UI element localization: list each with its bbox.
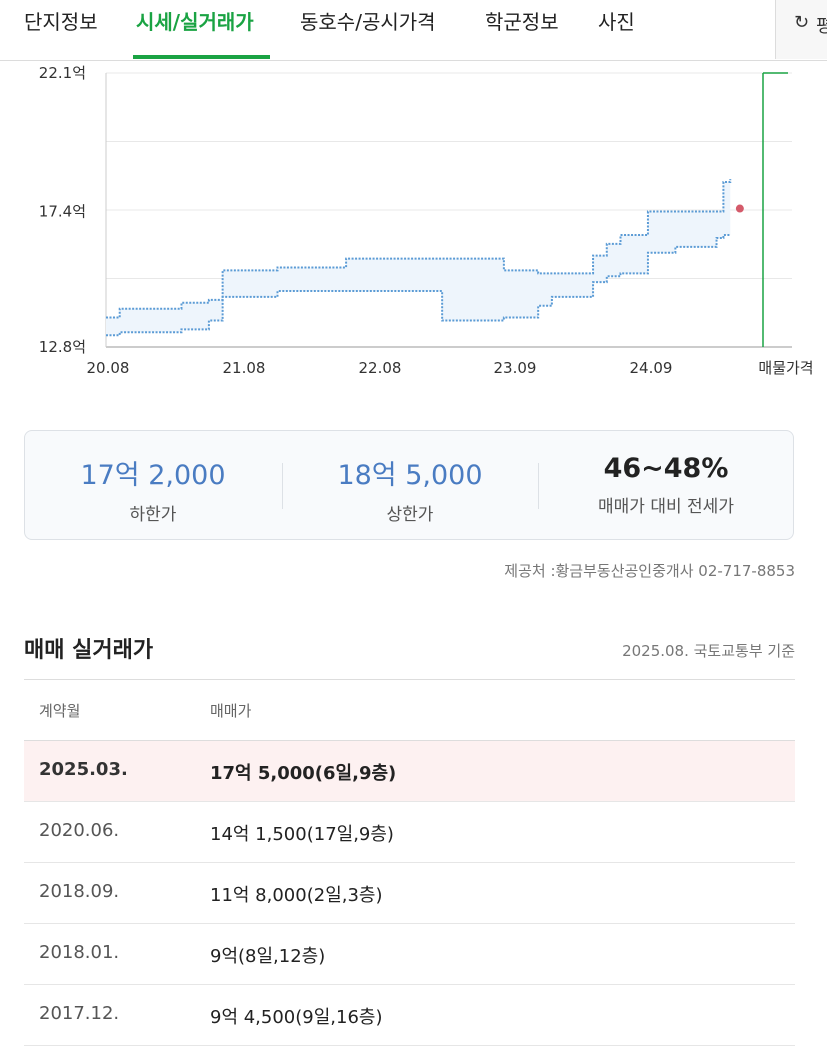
price-range-band: [106, 179, 731, 336]
jeonse-ratio-label: 매매가 대비 전세가: [598, 497, 734, 517]
row-month: 2018.01.: [39, 942, 120, 963]
listing-price-label: 매물가격: [758, 359, 813, 377]
transaction-table: 계약월 매매가 2025.03. 17억 5,000(6일,9층) 2020.0…: [24, 679, 795, 1046]
row-month: 2025.03.: [39, 759, 128, 780]
row-month: 2017.12.: [39, 1003, 120, 1024]
refresh-icon: ↻: [794, 12, 810, 33]
table-row[interactable]: 2020.06. 14억 1,500(17일,9층): [24, 802, 795, 863]
tab-photos[interactable]: 사진: [598, 10, 635, 34]
section-note: 2025.08. 국토교통부 기준: [622, 642, 795, 660]
tab-price[interactable]: 시세/실거래가: [136, 10, 254, 34]
jeonse-ratio-value: 46~48%: [603, 453, 729, 484]
area-unit-label: 평: [816, 16, 827, 37]
row-price: 17억 5,000(6일,9층): [210, 763, 397, 784]
x-tick-label: 21.08: [223, 359, 266, 377]
x-tick-label: 20.08: [87, 359, 130, 377]
row-price: 9억 4,500(9일,16층): [210, 1007, 383, 1028]
active-tab-indicator: [133, 55, 270, 59]
tab-school[interactable]: 학군정보: [485, 10, 559, 34]
table-row[interactable]: 2018.09. 11억 8,000(2일,3층): [24, 863, 795, 924]
x-tick-label: 24.09: [630, 359, 673, 377]
x-tick-label: 23.09: [494, 359, 537, 377]
header-month: 계약월: [39, 702, 81, 720]
tab-unit-price[interactable]: 동호수/공시가격: [300, 10, 436, 34]
transaction-point[interactable]: [735, 204, 744, 213]
y-tick-label: 22.1억: [39, 64, 86, 82]
row-price: 9억(8일,12층): [210, 946, 326, 967]
lower-price-line: [106, 234, 731, 337]
table-row[interactable]: 2018.01. 9억(8일,12층): [24, 924, 795, 985]
y-tick-label: 17.4억: [39, 202, 86, 220]
high-price-label: 상한가: [386, 505, 434, 525]
table-row[interactable]: 2025.03. 17억 5,000(6일,9층): [24, 741, 795, 802]
area-toggle-button[interactable]: ↻ 평: [775, 0, 827, 59]
row-month: 2020.06.: [39, 820, 120, 841]
tab-bar: 단지정보 시세/실거래가 동호수/공시가격 학군정보 사진 ↻ 평: [0, 0, 827, 61]
x-tick-label: 22.08: [359, 359, 402, 377]
price-summary-box: 17억 2,000 하한가 18억 5,000 상한가 46~48% 매매가 대…: [24, 430, 794, 540]
y-tick-label: 12.8억: [39, 338, 86, 356]
divider: [538, 463, 539, 509]
section-title: 매매 실거래가: [24, 638, 154, 663]
upper-price-line: [106, 179, 732, 319]
row-price: 14억 1,500(17일,9층): [210, 824, 394, 845]
header-price: 매매가: [210, 702, 252, 720]
jeonse-ratio-stat: 46~48% 매매가 대비 전세가: [538, 453, 794, 517]
low-price-label: 하한가: [129, 505, 177, 525]
table-header: 계약월 매매가: [24, 680, 795, 741]
price-chart: 22.1억 17.4억 12.8억 20.08 21.08 22.08 23.09 24.0…: [39, 64, 814, 377]
row-month: 2018.09.: [39, 881, 120, 902]
row-price: 11억 8,000(2일,3층): [210, 885, 383, 906]
table-row[interactable]: 2017.12. 9억 4,500(9일,16층): [24, 985, 795, 1046]
high-price-value: 18억 5,000: [337, 460, 483, 491]
low-price-stat: 17억 2,000 하한가: [25, 453, 281, 525]
high-price-stat: 18억 5,000 상한가: [282, 453, 538, 525]
divider: [282, 463, 283, 509]
low-price-value: 17억 2,000: [80, 460, 226, 491]
data-source: 제공처 :황금부동산공인중개사 02-717-8853: [504, 562, 795, 580]
tab-complex-info[interactable]: 단지정보: [24, 10, 98, 34]
